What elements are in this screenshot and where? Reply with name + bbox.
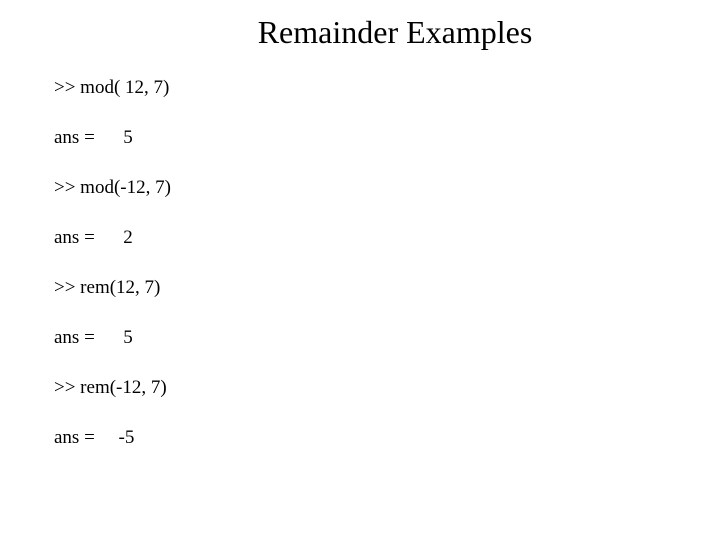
code-examples: >> mod( 12, 7) ans = 5 >> mod(-12, 7) an…: [0, 57, 720, 449]
command-line: >> rem(12, 7): [54, 277, 720, 299]
result-line: ans = 2: [54, 227, 720, 249]
command-line: >> rem(-12, 7): [54, 377, 720, 399]
command-line: >> mod( 12, 7): [54, 77, 720, 99]
command-line: >> mod(-12, 7): [54, 177, 720, 199]
result-line: ans = 5: [54, 327, 720, 349]
result-line: ans = -5: [54, 427, 720, 449]
page-title: Remainder Examples: [0, 0, 720, 57]
result-line: ans = 5: [54, 127, 720, 149]
